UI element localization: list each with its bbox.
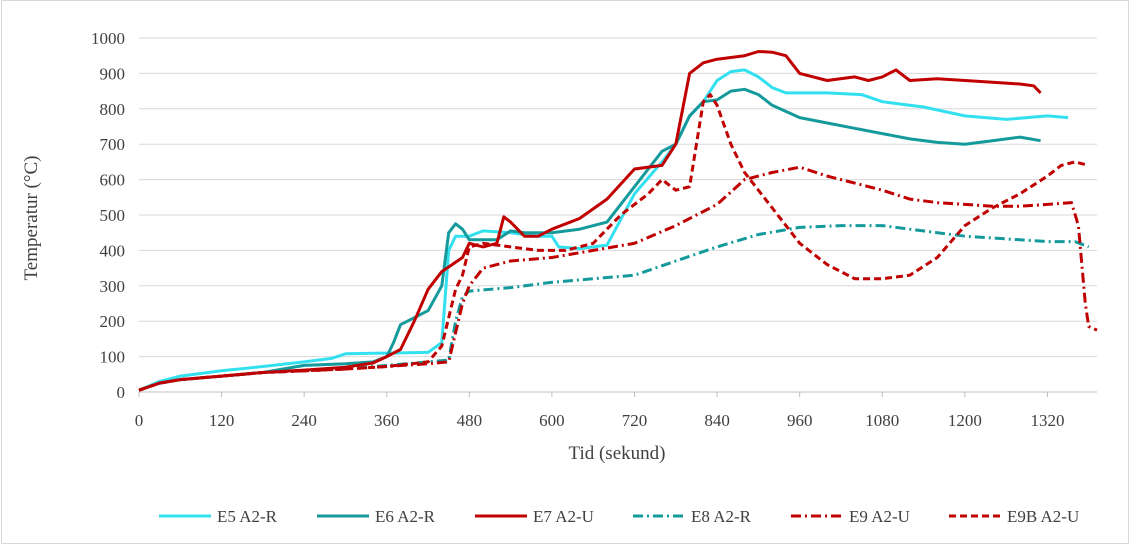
x-tick-label: 120: [209, 411, 235, 430]
x-axis-ticks: 0 120 240 360 480 600 720 840 960 1080 1200 1320: [135, 392, 1064, 430]
y-tick-label: 1000: [91, 29, 125, 48]
y-tick-label: 600: [100, 171, 126, 190]
y-tick-label: 500: [100, 206, 126, 225]
legend-label: E5 A2-R: [217, 507, 278, 526]
y-axis-label: Temperatur (°C): [21, 156, 42, 281]
y-tick-label: 100: [100, 348, 126, 367]
y-tick-label: 800: [100, 100, 126, 119]
x-tick-label: 600: [539, 411, 565, 430]
x-tick-label: 480: [457, 411, 483, 430]
y-tick-label: 300: [100, 277, 126, 296]
x-tick-label: 240: [291, 411, 317, 430]
gridlines: [139, 37, 1097, 358]
y-tick-label: 200: [100, 312, 126, 331]
y-tick-label: 700: [100, 135, 126, 154]
series-lines: [138, 50, 1098, 392]
x-tick-label: 1080: [865, 411, 899, 430]
x-tick-label: 840: [704, 411, 730, 430]
series-line-e7-a2-u: [138, 50, 1042, 392]
x-tick-label: 1200: [948, 411, 982, 430]
y-axis-ticks: 0 100 200 300 400 500 600 700 800 900 1000: [91, 29, 125, 402]
legend-label: E6 A2-R: [375, 507, 436, 526]
y-tick-label: 0: [117, 383, 126, 402]
legend: E5 A2-R E6 A2-R E7 A2-U E8 A2-R E9 A2-U E9B A…: [159, 507, 1079, 526]
legend-label: E8 A2-R: [691, 507, 752, 526]
legend-label: E9 A2-U: [849, 507, 910, 526]
series-line-e9b-a2-u: [138, 93, 1090, 392]
y-tick-label: 900: [100, 64, 126, 83]
legend-label: E9B A2-U: [1007, 507, 1079, 526]
y-tick-label: 400: [100, 241, 126, 260]
x-tick-label: 960: [787, 411, 813, 430]
x-tick-label: 1320: [1030, 411, 1064, 430]
x-tick-label: 360: [374, 411, 400, 430]
x-tick-label: 720: [622, 411, 648, 430]
series-line-e5-a2-r: [138, 68, 1069, 392]
legend-label: E7 A2-U: [533, 507, 594, 526]
series-line-e6-a2-r: [138, 87, 1041, 392]
x-tick-label: 0: [135, 411, 144, 430]
x-axis-label: Tid (sekund): [569, 443, 666, 464]
